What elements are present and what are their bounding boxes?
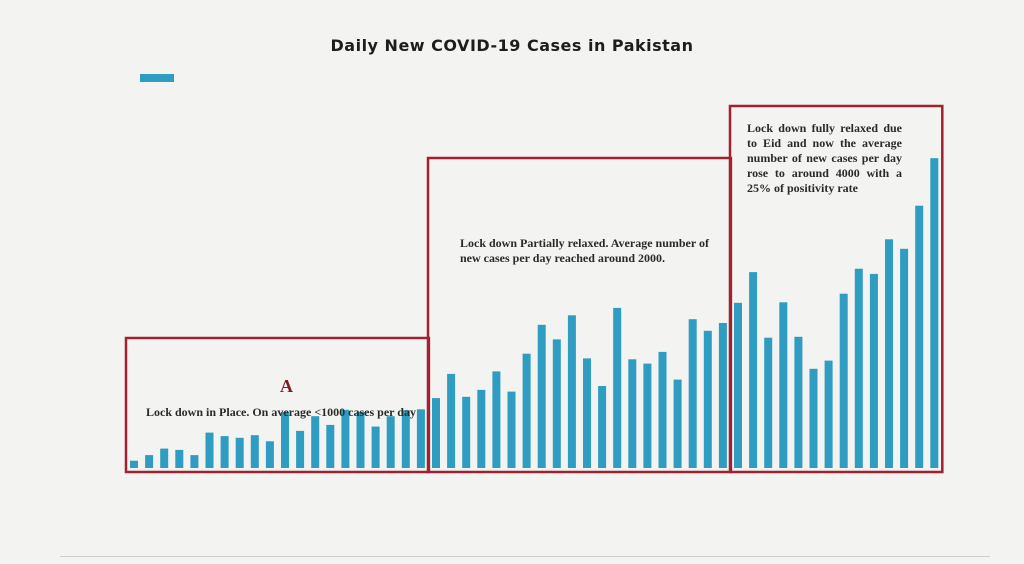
bar	[703, 330, 712, 468]
annotation-frame	[426, 156, 733, 474]
bar	[537, 324, 546, 468]
bar	[477, 389, 486, 468]
bar	[432, 398, 440, 468]
annotation-b-text: Lock down Partially relaxed. Average num…	[460, 236, 709, 265]
annotation-a-letter: A	[280, 376, 293, 396]
bar	[930, 158, 939, 468]
bar	[462, 396, 471, 468]
divider-line	[60, 556, 990, 557]
chart-title: Daily New COVID-19 Cases in Pakistan	[330, 36, 694, 55]
bar	[190, 455, 199, 468]
bar	[341, 409, 350, 468]
bar	[749, 272, 758, 468]
bar	[235, 437, 244, 468]
bar	[567, 315, 576, 468]
bar	[281, 411, 289, 468]
bar	[401, 410, 410, 468]
annotation-frame	[728, 104, 944, 474]
bar	[794, 336, 803, 468]
bar	[311, 416, 320, 468]
bar	[507, 391, 516, 468]
bar	[326, 424, 335, 468]
bar	[779, 302, 788, 468]
bar	[296, 430, 305, 468]
bar	[869, 273, 878, 468]
bar	[598, 386, 607, 468]
bar	[915, 205, 924, 468]
bar	[673, 379, 682, 468]
bar	[809, 368, 818, 468]
annotation-a-text: Lock down in Place. On average <1000 cas…	[146, 405, 416, 419]
bar	[130, 460, 138, 468]
bar	[613, 307, 622, 468]
bar	[734, 302, 742, 468]
bar	[522, 353, 531, 468]
bar	[900, 248, 909, 468]
bar	[583, 358, 591, 468]
bar	[160, 448, 169, 468]
bar	[628, 359, 637, 468]
bar	[175, 449, 184, 468]
bar	[658, 351, 667, 468]
bar	[552, 339, 561, 468]
bar	[492, 371, 501, 468]
bar	[839, 293, 848, 468]
bar	[371, 426, 380, 468]
bar	[356, 411, 365, 468]
bar	[643, 363, 652, 468]
bar	[824, 360, 833, 468]
bar	[220, 436, 229, 468]
bar	[386, 416, 395, 468]
annotation-c-text: Lock down fully relaxed due to Eid and n…	[747, 121, 902, 195]
bar	[265, 441, 274, 468]
bar	[718, 323, 727, 468]
bar	[205, 432, 214, 468]
bar	[854, 268, 863, 468]
legend-swatch	[140, 74, 174, 82]
bar	[688, 319, 697, 468]
bar	[145, 455, 154, 468]
bar	[250, 435, 259, 468]
bar	[447, 373, 456, 468]
bar	[764, 337, 773, 468]
bar	[416, 409, 425, 468]
bar	[885, 239, 893, 468]
